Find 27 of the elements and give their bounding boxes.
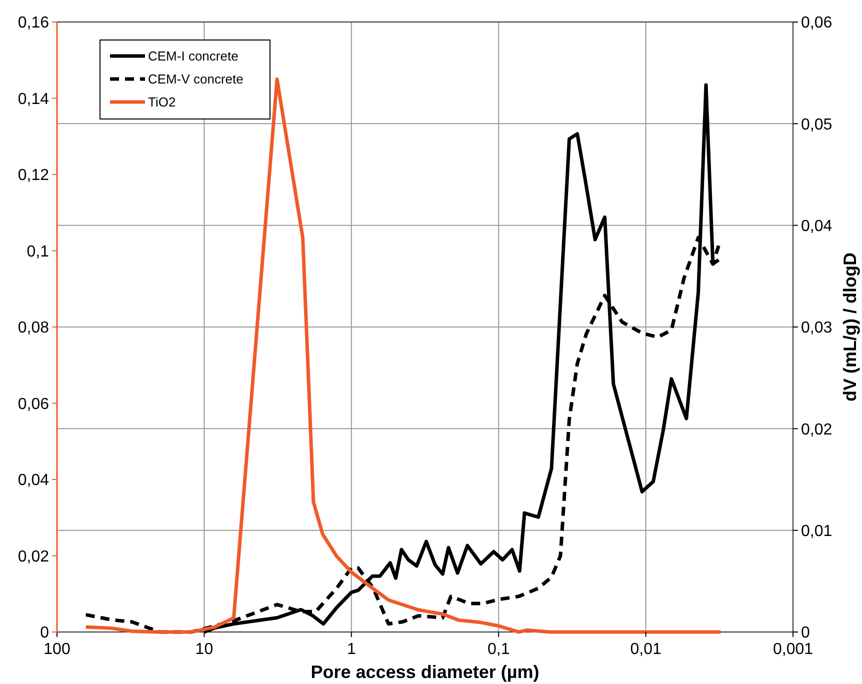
y-tick-label: 0,04: [18, 472, 50, 490]
y-tick-label: 0,06: [18, 396, 50, 413]
x-tick-label: 0,01: [630, 641, 662, 658]
x-tick-label: 100: [44, 641, 70, 658]
y2-tick-label: 0: [801, 624, 810, 642]
y2-tick-label: 0,03: [801, 320, 832, 337]
legend-label: TiO2: [148, 94, 176, 110]
y-tick-label: 0,14: [18, 90, 50, 108]
y-tick-label: 0,08: [18, 320, 50, 337]
y2-tick-label: 0,04: [801, 218, 832, 235]
y2-axis-title: dV (mL/g) / dlogD: [840, 252, 860, 402]
y2-tick-label: 0,02: [801, 421, 832, 438]
x-tick-label: 1: [346, 641, 356, 658]
x-axis-title: Pore access diameter (µm): [310, 662, 540, 682]
x-tick-label: 10: [195, 641, 214, 658]
legend-label: CEM-V concrete: [148, 72, 244, 87]
y2-tick-label: 0,06: [801, 14, 832, 32]
y-tick-label: 0,1: [26, 243, 50, 260]
y2-tick-label: 0,01: [801, 522, 832, 540]
y2-tick-label: 0,05: [801, 116, 832, 134]
legend-label: CEM-I concrete: [148, 48, 238, 64]
y-tick-label: 0,12: [18, 167, 50, 184]
y-tick-label: 0,02: [18, 548, 50, 566]
y-tick-label: 0: [40, 624, 50, 642]
y-tick-label: 0,16: [18, 14, 50, 32]
x-tick-label: 0,001: [772, 641, 814, 658]
x-tick-label: 0,1: [487, 641, 510, 658]
